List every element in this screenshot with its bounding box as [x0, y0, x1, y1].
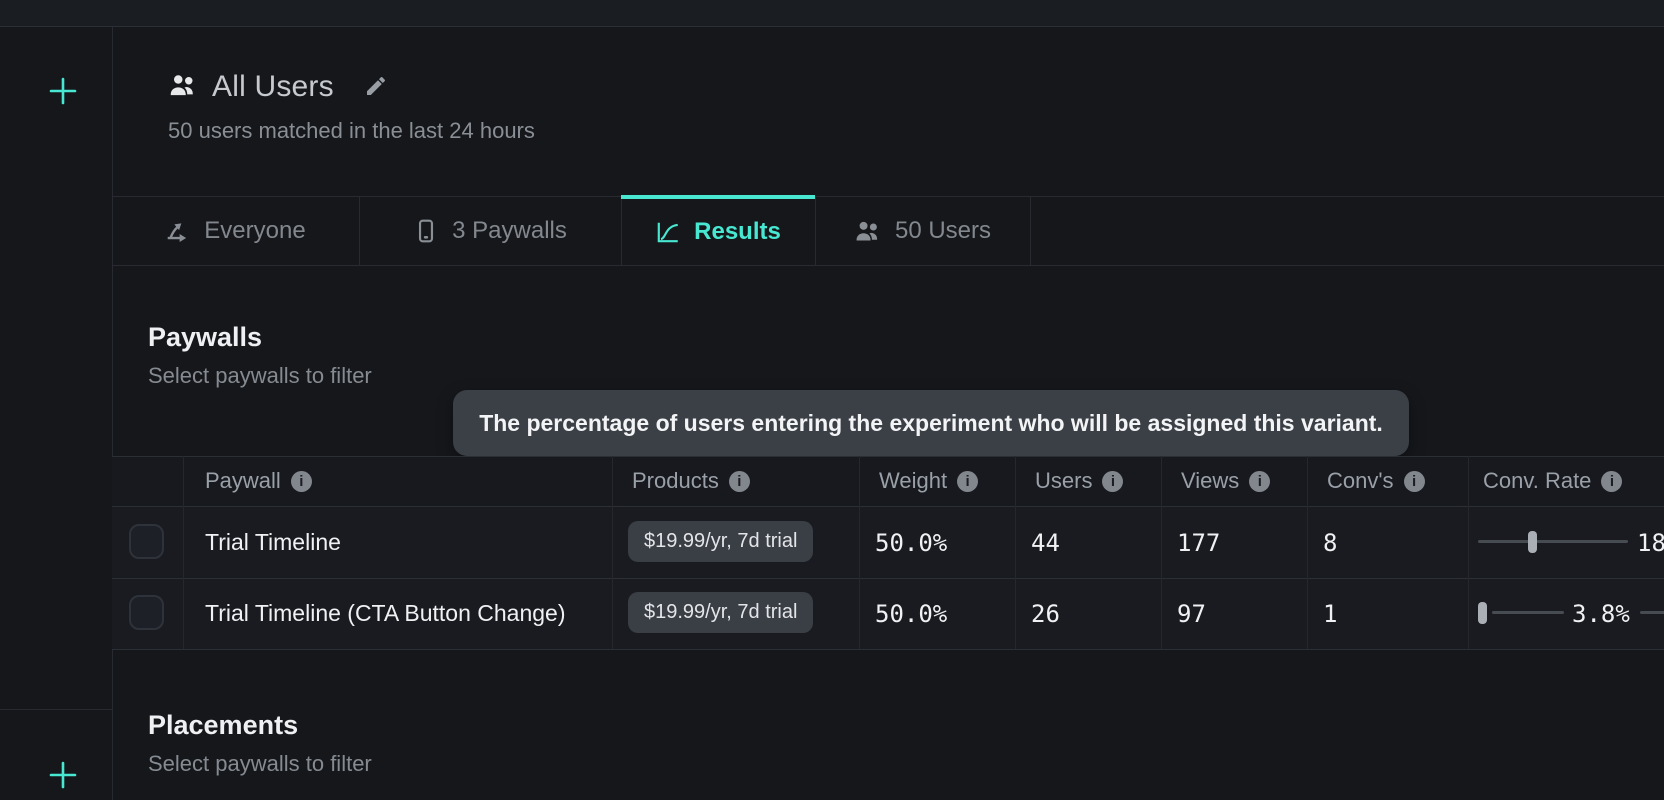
sidebar: [0, 27, 113, 800]
column-header-conv-rate: Conv. Rate i: [1483, 456, 1623, 506]
tab-everyone[interactable]: Everyone: [112, 197, 359, 265]
paywall-name[interactable]: Trial Timeline (CTA Button Change): [205, 600, 566, 626]
weight-value: 50.0%: [875, 600, 948, 628]
paywalls-section-subtitle: Select paywalls to filter: [148, 363, 372, 388]
table-border: [112, 649, 1664, 650]
table-column-border: [183, 456, 184, 649]
plus-icon: [49, 761, 77, 789]
column-header-users: Users i: [1035, 456, 1124, 506]
convs-value: 8: [1323, 529, 1338, 557]
column-label: Users: [1035, 468, 1093, 493]
table-column-border: [1161, 456, 1162, 649]
column-header-weight: Weight i: [879, 456, 979, 506]
product-badge: $19.99/yr, 7d trial: [628, 592, 814, 633]
table-column-border: [612, 456, 613, 649]
tabbar-bottom-border: [112, 265, 1664, 266]
column-header-convs: Conv's i: [1327, 456, 1425, 506]
sidebar-divider: [0, 709, 112, 710]
conv-rate-slider-thumb[interactable]: [1478, 602, 1487, 624]
tab-users[interactable]: 50 Users: [815, 197, 1030, 265]
users-value: 26: [1031, 600, 1060, 628]
weight-value: 50.0%: [875, 529, 948, 557]
conv-rate-slider-track[interactable]: [1492, 611, 1564, 614]
column-header-views: Views i: [1181, 456, 1271, 506]
table-border: [112, 578, 1664, 579]
placements-section-title: Placements: [148, 710, 299, 740]
top-nav-strip: [0, 0, 1664, 27]
tooltip-text: The percentage of users entering the exp…: [479, 409, 1383, 436]
users-icon: [854, 217, 882, 245]
conv-rate-slider-track[interactable]: [1640, 611, 1664, 614]
weight-tooltip: The percentage of users entering the exp…: [453, 390, 1409, 456]
table-column-border: [1468, 456, 1469, 649]
paywall-name[interactable]: Trial Timeline: [205, 529, 341, 555]
page-title: All Users: [212, 70, 334, 103]
chart-curve-icon: [655, 219, 681, 245]
paywalls-section-title: Paywalls: [148, 322, 263, 352]
conv-rate-slider-track[interactable]: [1478, 540, 1628, 543]
info-icon[interactable]: i: [728, 470, 750, 492]
product-badge: $19.99/yr, 7d trial: [628, 521, 814, 562]
info-icon[interactable]: i: [1102, 470, 1124, 492]
tab-label: 50 Users: [894, 217, 992, 244]
info-icon[interactable]: i: [1249, 470, 1271, 492]
tab-separator: [621, 197, 622, 265]
conv-rate-value: 3.8%: [1572, 600, 1630, 628]
table-column-border: [859, 456, 860, 649]
table-column-border: [1307, 456, 1308, 649]
audience-match-summary: 50 users matched in the last 24 hours: [168, 118, 535, 143]
views-value: 177: [1177, 529, 1221, 557]
column-header-products: Products i: [632, 456, 750, 506]
tab-separator: [815, 197, 816, 265]
audience-users-icon: [168, 70, 198, 100]
table-border: [112, 506, 1664, 507]
phone-icon: [413, 218, 439, 244]
info-icon[interactable]: i: [290, 470, 312, 492]
info-icon[interactable]: i: [957, 470, 979, 492]
add-audience-button[interactable]: [46, 74, 80, 108]
info-icon[interactable]: i: [1601, 470, 1623, 492]
column-label: Views: [1181, 468, 1240, 493]
column-label: Conv's: [1327, 468, 1394, 493]
tabbar-top-border: [112, 196, 1664, 197]
tab-label: 3 Paywalls: [452, 217, 567, 244]
plus-icon: [49, 77, 77, 105]
views-value: 97: [1177, 600, 1206, 628]
pencil-icon[interactable]: [364, 74, 388, 98]
tab-separator: [1030, 197, 1031, 265]
row-checkbox[interactable]: [129, 524, 164, 559]
tab-separator: [359, 197, 360, 265]
active-tab-indicator: [621, 195, 815, 199]
column-label: Weight: [879, 468, 948, 493]
table-column-border: [1015, 456, 1016, 649]
column-label: Paywall: [205, 468, 281, 493]
split-arrow-icon: [165, 218, 191, 244]
tab-paywalls[interactable]: 3 Paywalls: [359, 197, 621, 265]
tab-results[interactable]: Results: [621, 200, 815, 264]
tab-label: Results: [694, 218, 781, 245]
column-header-paywall: Paywall i: [205, 456, 312, 506]
placements-section-subtitle: Select paywalls to filter: [148, 751, 372, 776]
column-label: Conv. Rate: [1483, 468, 1592, 493]
info-icon[interactable]: i: [1403, 470, 1425, 492]
conv-rate-value: 18.2%: [1637, 529, 1664, 557]
convs-value: 1: [1323, 600, 1338, 628]
row-checkbox[interactable]: [129, 595, 164, 630]
column-label: Products: [632, 468, 719, 493]
conv-rate-slider-thumb[interactable]: [1528, 531, 1537, 553]
add-placement-button[interactable]: [46, 758, 80, 792]
users-value: 44: [1031, 529, 1060, 557]
table-border: [112, 456, 1664, 457]
tab-label: Everyone: [204, 217, 306, 244]
